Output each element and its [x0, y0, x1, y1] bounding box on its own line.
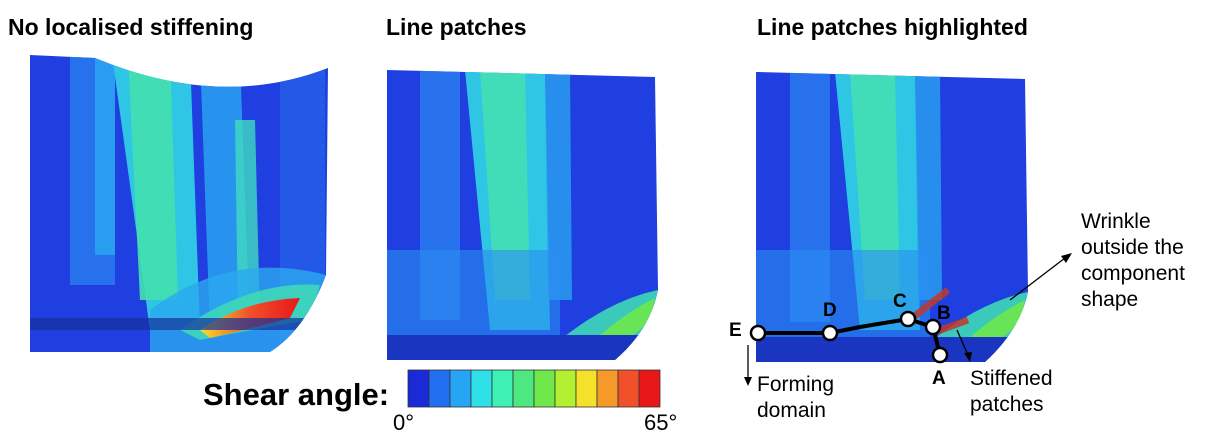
- wrinkle-arrowhead: [1061, 253, 1072, 263]
- point-b-marker: [924, 318, 942, 336]
- colorbar-segment: [449, 369, 472, 408]
- colorbar-segment: [575, 369, 598, 408]
- colorbar-max-label: 65°: [644, 410, 678, 435]
- wrinkle-arrow: [1009, 257, 1066, 301]
- colorbar-segment: [428, 369, 451, 408]
- point-a-marker: [931, 346, 949, 364]
- point-label-b: B: [937, 303, 951, 324]
- panel-title-highlighted: Line patches highlighted: [757, 14, 1028, 40]
- panel-1-no-stiffening: [30, 55, 328, 352]
- colorbar-segment: [617, 369, 640, 408]
- stiffened-patch-upper: [909, 287, 951, 321]
- point-label-a: A: [932, 368, 946, 389]
- panel-title-no-stiffening: No localised stiffening: [8, 14, 254, 40]
- colorbar-segment: [638, 369, 661, 408]
- point-label-d: D: [823, 300, 837, 321]
- forming-arrowhead: [744, 377, 752, 386]
- point-d-marker: [821, 324, 839, 342]
- shear-angle-colorbar: [407, 369, 661, 408]
- stiffened-annotation: Stiffened patches: [970, 367, 1053, 416]
- colorbar-segment: [470, 369, 493, 408]
- colorbar-segment: [554, 369, 577, 408]
- stiffened-arrowhead: [964, 352, 972, 362]
- forming-annotation: Forming domain: [757, 373, 835, 422]
- point-e-marker: [749, 324, 767, 342]
- wrinkle-annotation: Wrinkle outside the component shape: [1081, 210, 1185, 311]
- point-label-e: E: [729, 320, 742, 341]
- point-c-marker: [899, 310, 917, 328]
- point-label-c: C: [893, 291, 907, 312]
- colorbar-segment: [512, 369, 535, 408]
- colorbar-min-label: 0°: [393, 410, 415, 435]
- stiffened-arrow: [956, 329, 969, 356]
- panel-3-highlighted: [756, 72, 1028, 362]
- colorbar-segment: [491, 369, 514, 408]
- shear-angle-label: Shear angle:: [203, 377, 390, 412]
- colorbar-segment: [596, 369, 619, 408]
- colorbar-segment: [407, 369, 430, 408]
- colorbar-segment: [533, 369, 556, 408]
- panel-2-line-patches: [387, 70, 658, 360]
- panel-title-line-patches: Line patches: [386, 14, 527, 40]
